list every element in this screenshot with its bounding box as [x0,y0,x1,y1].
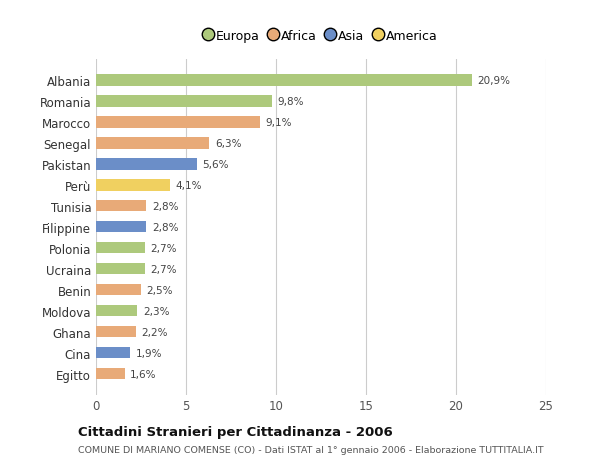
Text: 9,8%: 9,8% [278,96,304,106]
Bar [96,159,197,170]
Text: 2,3%: 2,3% [143,306,169,316]
Bar [96,284,141,296]
Text: 1,6%: 1,6% [130,369,157,379]
Text: 2,5%: 2,5% [146,285,173,295]
Bar [96,242,145,254]
Bar [96,221,146,233]
Bar [96,326,136,338]
Bar [96,347,130,358]
Text: 2,8%: 2,8% [152,202,178,211]
Text: COMUNE DI MARIANO COMENSE (CO) - Dati ISTAT al 1° gennaio 2006 - Elaborazione TU: COMUNE DI MARIANO COMENSE (CO) - Dati IS… [78,445,544,454]
Legend: Europa, Africa, Asia, America: Europa, Africa, Asia, America [201,26,441,46]
Text: 2,7%: 2,7% [150,264,176,274]
Bar [96,96,272,107]
Text: 20,9%: 20,9% [478,76,511,86]
Text: 5,6%: 5,6% [202,159,229,169]
Text: Cittadini Stranieri per Cittadinanza - 2006: Cittadini Stranieri per Cittadinanza - 2… [78,425,393,438]
Text: 2,7%: 2,7% [150,243,176,253]
Bar [96,305,137,317]
Bar [96,263,145,275]
Bar [96,179,170,191]
Bar [96,117,260,128]
Bar [96,75,472,86]
Bar [96,138,209,149]
Text: 6,3%: 6,3% [215,139,241,148]
Text: 2,8%: 2,8% [152,222,178,232]
Text: 9,1%: 9,1% [265,118,292,128]
Bar [96,201,146,212]
Bar [96,368,125,380]
Text: 4,1%: 4,1% [175,180,202,190]
Text: 1,9%: 1,9% [136,348,162,358]
Text: 2,2%: 2,2% [141,327,167,337]
